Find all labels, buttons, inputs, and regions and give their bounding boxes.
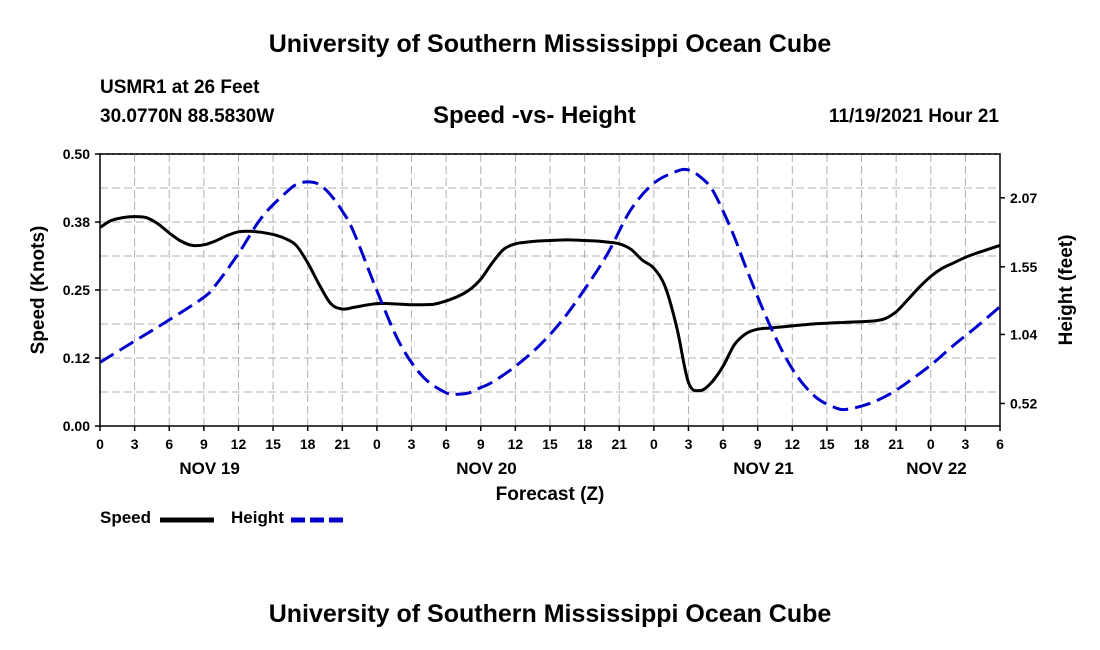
- height-series-line: [99, 167, 1001, 412]
- x-tick-label: 12: [231, 436, 247, 452]
- y2-tick-label: 0.52: [1010, 395, 1037, 411]
- x-tick-label: 3: [961, 436, 969, 452]
- legend-speed-swatch: [160, 517, 214, 523]
- x-tick-label: 15: [265, 436, 281, 452]
- x-tick-label: 9: [477, 436, 485, 452]
- grid: [100, 153, 1000, 426]
- footer-title: University of Southern Mississippi Ocean…: [268, 600, 832, 628]
- x-tick-label: 0: [373, 436, 381, 452]
- day-label: NOV 20: [456, 459, 516, 478]
- x-tick-label: 21: [335, 436, 351, 452]
- x-tick-label: 9: [754, 436, 762, 452]
- day-label: NOV 22: [906, 459, 966, 478]
- x-tick-label: 18: [577, 436, 593, 452]
- y-tick-label: 0.25: [63, 282, 90, 298]
- chart-title: Speed -vs- Height: [433, 102, 636, 129]
- x-tick-label: 6: [719, 436, 727, 452]
- station-label: USMR1 at 26 Feet: [100, 77, 260, 98]
- x-tick-label: 15: [542, 436, 558, 452]
- series-group: [99, 167, 1001, 412]
- x-tick-label: 0: [927, 436, 935, 452]
- x-tick-label: 0: [96, 436, 104, 452]
- speed-height-chart: 0.00 0.12 0.25 0.38 0.50 0.52 1.04 1.55 2.07 0 3 6 9…: [28, 146, 1077, 505]
- x-tick-label: 6: [996, 436, 1004, 452]
- day-label: NOV 19: [179, 459, 239, 478]
- x-axis-title: Forecast (Z): [496, 484, 605, 505]
- datetime-label: 11/19/2021 Hour 21: [828, 106, 999, 127]
- x-tick-label: 6: [442, 436, 450, 452]
- x-tick-label: 18: [300, 436, 316, 452]
- x-tick-label: 3: [408, 436, 416, 452]
- legend-height-label: Height: [231, 508, 284, 527]
- axis-labels: 0.00 0.12 0.25 0.38 0.50 0.52 1.04 1.55 2.07 0 3 6 9…: [28, 146, 1077, 505]
- legend-speed-label: Speed: [100, 508, 152, 527]
- x-tick-label: 21: [611, 436, 627, 452]
- x-tick-label: 15: [819, 436, 835, 452]
- page-title: University of Southern Mississippi Ocean…: [268, 30, 832, 58]
- x-tick-label: 21: [888, 436, 904, 452]
- x-tick-label: 3: [131, 436, 139, 452]
- day-label: NOV 21: [733, 459, 793, 478]
- y-tick-label: 0.00: [63, 418, 90, 434]
- axis-ticks: [95, 153, 1005, 431]
- y2-tick-label: 1.55: [1010, 259, 1037, 275]
- legend-height-swatch: [291, 517, 343, 523]
- y2-tick-label: 1.04: [1010, 326, 1037, 342]
- y-tick-label: 0.38: [63, 214, 90, 230]
- coordinates-label: 30.0770N 88.5830W: [100, 106, 275, 127]
- x-tick-label: 0: [650, 436, 658, 452]
- y2-axis-title: Height (feet): [1056, 235, 1077, 346]
- y-tick-label: 0.50: [63, 146, 90, 162]
- y-axis-title: Speed (Knots): [28, 226, 49, 355]
- x-tick-label: 12: [785, 436, 801, 452]
- y-tick-label: 0.12: [63, 350, 90, 366]
- y2-tick-label: 2.07: [1010, 190, 1037, 206]
- x-tick-label: 18: [854, 436, 870, 452]
- speed-series-line: [99, 215, 1001, 393]
- x-tick-label: 6: [165, 436, 173, 452]
- x-tick-label: 12: [508, 436, 524, 452]
- x-tick-label: 9: [200, 436, 208, 452]
- x-tick-label: 3: [685, 436, 693, 452]
